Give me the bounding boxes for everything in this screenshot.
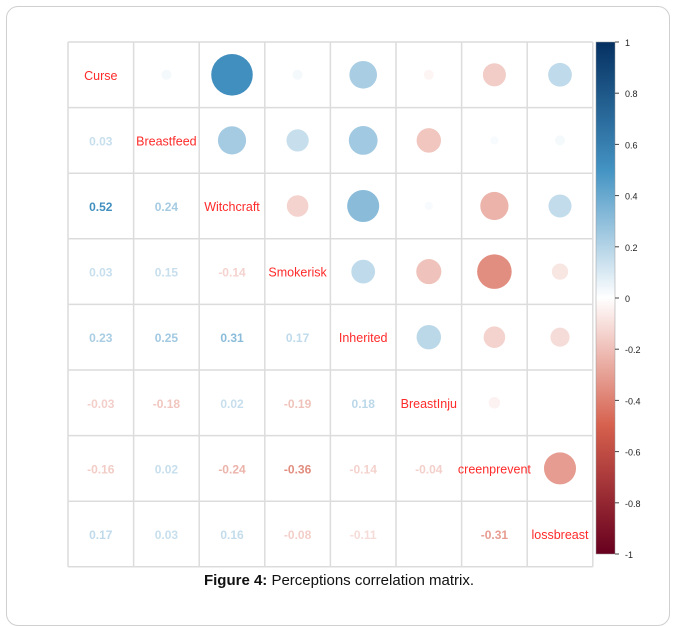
- correlation-circle: [480, 191, 509, 221]
- correlation-value: -0.14: [218, 266, 246, 280]
- correlation-value: 0.18: [352, 397, 376, 411]
- correlation-value: -0.18: [153, 397, 181, 411]
- correlation-value: 0.17: [286, 331, 310, 345]
- variable-label: BreastInju: [401, 397, 457, 411]
- correlation-circle: [286, 129, 309, 152]
- correlation-value: -0.24: [218, 462, 246, 476]
- correlation-value: 0.31: [220, 331, 244, 345]
- correlation-circle: [416, 128, 442, 153]
- correlation-circle: [543, 452, 577, 485]
- colorbar-tick-label: 0.8: [625, 89, 638, 99]
- correlation-circle: [548, 194, 572, 218]
- correlation-circle: [488, 397, 501, 409]
- correlation-circle: [416, 259, 442, 285]
- figure-caption: Figure 4: Perceptions correlation matrix…: [0, 572, 678, 589]
- correlation-circle: [292, 69, 303, 80]
- colorbar-tick-label: -0.8: [625, 499, 641, 509]
- correlation-circle: [423, 69, 434, 80]
- correlation-circle: [482, 63, 506, 87]
- variable-label: Witchcraft: [204, 200, 260, 214]
- correlation-circle: [477, 254, 512, 289]
- colorbar-tick-label: -0.6: [625, 448, 641, 458]
- correlation-circle: [161, 69, 172, 80]
- correlation-value: 0.03: [155, 528, 179, 542]
- correlation-circle: [555, 135, 565, 146]
- correlation-value: -0.16: [87, 462, 115, 476]
- correlation-value: -0.11: [350, 528, 377, 542]
- correlation-value: 0.16: [220, 528, 244, 542]
- correlation-value: 0.24: [155, 200, 179, 214]
- correlation-circle: [548, 62, 572, 87]
- correlation-value: 0.03: [89, 134, 113, 148]
- colorbar-tick-label: 0.6: [625, 140, 638, 150]
- correlation-value: -0.03: [87, 397, 115, 411]
- correlation-value: 0.23: [89, 331, 113, 345]
- correlation-circle: [348, 125, 378, 155]
- correlation-value: 0.02: [155, 462, 179, 476]
- colorbar-tick-label: 0.4: [625, 192, 638, 202]
- correlation-circle: [286, 195, 309, 217]
- correlation-circle: [424, 201, 433, 211]
- colorbar-tick-label: 0.2: [625, 243, 638, 253]
- correlation-circle: [351, 259, 376, 284]
- correlation-circle: [550, 327, 570, 347]
- correlation-value: -0.08: [284, 528, 312, 542]
- variable-label: Smokerisk: [268, 266, 327, 280]
- correlation-circle: [217, 126, 247, 155]
- colorbar-tick-label: -0.4: [625, 396, 641, 406]
- variable-label: Inherited: [339, 331, 388, 345]
- colorbar-tick-label: 0: [625, 294, 630, 304]
- correlation-value: -0.19: [284, 397, 312, 411]
- correlation-circle: [416, 324, 442, 350]
- correlation-value: -0.04: [415, 462, 443, 476]
- correlation-value: -0.31: [481, 528, 509, 542]
- correlation-value: 0.15: [155, 266, 179, 280]
- caption-text: Perceptions correlation matrix.: [267, 572, 475, 589]
- correlation-circle: [211, 54, 253, 96]
- correlation-circle: [483, 326, 506, 348]
- correlation-value: 0.52: [89, 200, 113, 214]
- correlation-circle: [490, 136, 499, 145]
- variable-label: Breastfeed: [136, 134, 197, 148]
- variable-label: Curse: [84, 69, 117, 83]
- correlation-circle: [347, 189, 380, 223]
- correlation-value: 0.03: [89, 266, 113, 280]
- correlation-value: 0.02: [220, 397, 244, 411]
- colorbar-tick-label: -1: [625, 550, 633, 560]
- caption-label: Figure 4:: [203, 572, 268, 589]
- correlation-matrix-chart: Curse 0.03 Breastfeed 0.52 0.24 Witchcraft 0.0…: [67, 38, 641, 568]
- correlation-value: 0.17: [89, 528, 113, 542]
- variable-label: lossbreast: [532, 528, 589, 542]
- correlation-circle: [349, 60, 378, 89]
- colorbar: [595, 41, 616, 555]
- correlation-value: -0.36: [284, 462, 312, 476]
- correlation-circle: [551, 263, 569, 280]
- variable-label: creenprevent: [458, 462, 531, 476]
- correlation-value: 0.25: [155, 331, 179, 345]
- correlation-value: -0.14: [350, 462, 378, 476]
- colorbar-tick-label: -0.2: [625, 345, 641, 355]
- colorbar-tick-label: 1: [625, 38, 630, 48]
